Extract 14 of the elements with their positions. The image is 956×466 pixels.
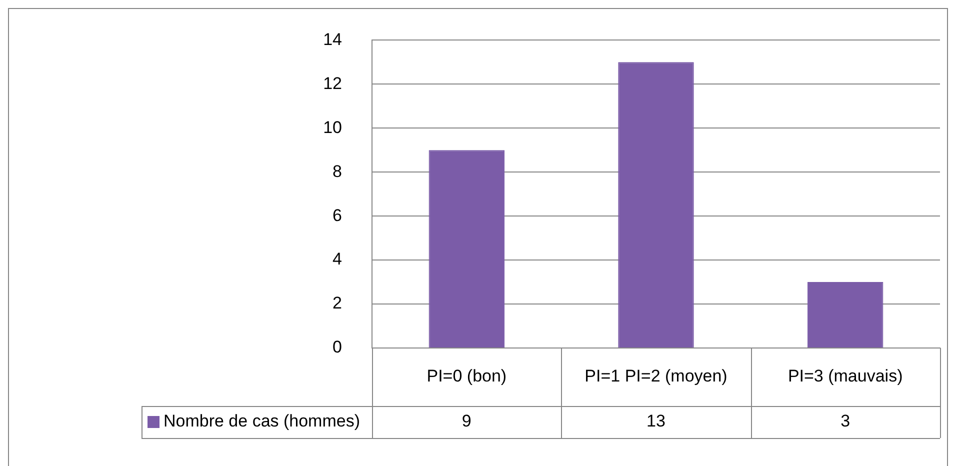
y-tick-label: 14 (323, 30, 342, 49)
x-tick-label: PI=1 PI=2 (moyen) (584, 366, 728, 386)
y-tick-label: 6 (332, 206, 342, 225)
y-tick-label: 2 (332, 294, 342, 313)
y-tick-label: 4 (332, 250, 342, 269)
data-label: 13 (646, 412, 666, 431)
x-tick-label: PI=0 (bon) (426, 366, 507, 386)
y-tick-label: 0 (332, 338, 342, 357)
x-tick-label: PI=3 (mauvais) (788, 366, 903, 386)
y-tick-label: 8 (332, 162, 342, 181)
data-label: 9 (462, 412, 472, 431)
y-tick-label: 12 (323, 74, 342, 93)
data-label: 3 (840, 412, 850, 431)
y-tick-label: 10 (323, 118, 342, 137)
